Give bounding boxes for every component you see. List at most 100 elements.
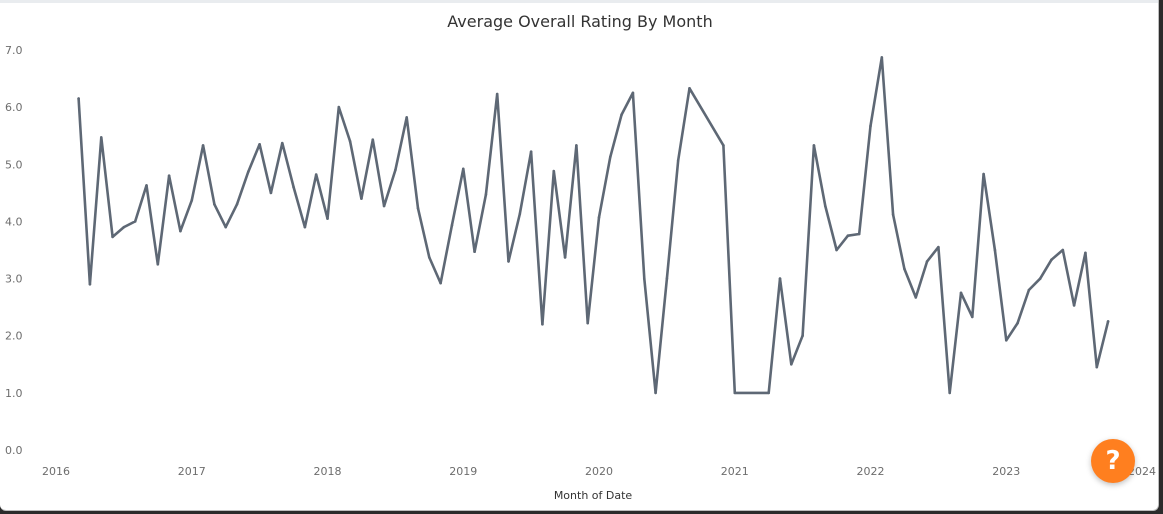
top-border (0, 0, 1158, 3)
data-point[interactable] (1084, 251, 1087, 255)
y-axis: 0.0 1.0 2.0 3.0 4.0 5.0 6.0 7.0 (5, 44, 23, 457)
data-point[interactable] (145, 184, 148, 187)
data-point[interactable] (1072, 304, 1076, 307)
data-point[interactable] (778, 277, 782, 280)
data-point[interactable] (507, 260, 510, 263)
data-point[interactable] (133, 220, 137, 223)
data-point[interactable] (382, 204, 386, 208)
data-point[interactable] (676, 158, 680, 162)
data-point[interactable] (620, 113, 623, 116)
data-point[interactable] (1061, 248, 1065, 252)
data-point[interactable] (371, 138, 375, 142)
data-point[interactable] (326, 217, 329, 220)
data-point[interactable] (201, 144, 205, 147)
data-point[interactable] (473, 250, 476, 254)
data-point[interactable] (360, 197, 363, 200)
data-point[interactable] (461, 167, 465, 171)
data-point[interactable] (213, 202, 216, 206)
data-point[interactable] (518, 212, 522, 216)
data-point[interactable] (733, 391, 737, 395)
data-point[interactable] (835, 248, 838, 252)
data-point[interactable] (857, 232, 861, 236)
data-point[interactable] (869, 124, 872, 128)
data-point[interactable] (948, 391, 951, 395)
data-point[interactable] (1038, 277, 1042, 280)
data-point[interactable] (812, 144, 816, 147)
data-point[interactable] (314, 173, 318, 176)
data-point[interactable] (563, 256, 567, 259)
data-point[interactable] (179, 229, 182, 233)
data-point[interactable] (348, 140, 352, 143)
data-point[interactable] (269, 191, 273, 195)
data-point[interactable] (167, 174, 171, 178)
data-point[interactable] (609, 155, 612, 159)
data-point[interactable] (541, 322, 544, 326)
data-point[interactable] (790, 362, 793, 366)
data-point[interactable] (654, 391, 657, 395)
data-point[interactable] (801, 334, 804, 338)
y-tick-label: 7.0 (5, 44, 23, 57)
data-point[interactable] (1004, 338, 1008, 342)
data-point[interactable] (77, 97, 80, 100)
x-tick-label: 2020 (585, 465, 613, 478)
data-point[interactable] (416, 206, 420, 210)
series-layer (77, 56, 1110, 395)
data-point[interactable] (586, 321, 589, 325)
data-point[interactable] (122, 225, 126, 229)
data-point[interactable] (914, 296, 918, 299)
data-point[interactable] (337, 105, 341, 109)
data-point[interactable] (156, 262, 160, 266)
data-point[interactable] (982, 172, 985, 176)
data-point[interactable] (880, 56, 884, 59)
x-tick-label: 2016 (42, 465, 70, 478)
data-point[interactable] (235, 202, 239, 206)
data-point[interactable] (394, 168, 397, 172)
x-tick-label: 2019 (449, 465, 477, 478)
data-point[interactable] (258, 142, 261, 146)
data-point[interactable] (428, 256, 431, 259)
data-point[interactable] (111, 235, 114, 239)
data-point[interactable] (292, 185, 295, 189)
data-point[interactable] (642, 277, 646, 280)
data-point[interactable] (971, 315, 974, 319)
data-point[interactable] (1106, 320, 1110, 323)
data-point[interactable] (1016, 321, 1019, 325)
data-point[interactable] (450, 224, 454, 227)
data-point[interactable] (88, 282, 92, 286)
data-point[interactable] (959, 291, 963, 295)
data-point[interactable] (224, 225, 227, 229)
data-point[interactable] (552, 169, 556, 173)
data-point[interactable] (575, 144, 578, 147)
data-point[interactable] (891, 213, 895, 216)
data-point[interactable] (903, 267, 906, 271)
data-point[interactable] (529, 150, 533, 154)
data-point[interactable] (823, 204, 827, 208)
data-point[interactable] (247, 170, 250, 174)
data-point[interactable] (1050, 258, 1053, 262)
data-point[interactable] (925, 260, 929, 263)
series-line (77, 56, 1110, 395)
question-icon: ? (1105, 446, 1121, 476)
data-point[interactable] (484, 193, 488, 196)
help-button[interactable]: ? (1091, 439, 1135, 483)
data-point[interactable] (937, 245, 940, 249)
data-point[interactable] (1095, 365, 1099, 369)
data-point[interactable] (439, 281, 442, 285)
data-point[interactable] (722, 144, 725, 147)
data-point[interactable] (631, 91, 635, 95)
data-point[interactable] (597, 216, 601, 219)
data-point[interactable] (688, 86, 691, 90)
data-point[interactable] (495, 92, 499, 96)
data-point[interactable] (993, 248, 997, 252)
data-point[interactable] (303, 225, 307, 229)
data-point[interactable] (1027, 288, 1031, 292)
data-point[interactable] (767, 391, 770, 395)
data-point[interactable] (405, 116, 408, 119)
data-point[interactable] (665, 277, 669, 280)
data-point[interactable] (846, 234, 850, 238)
data-point[interactable] (280, 141, 284, 145)
y-tick-label: 5.0 (5, 158, 23, 171)
data-point[interactable] (190, 198, 194, 202)
data-point[interactable] (99, 136, 103, 139)
x-axis-label: Month of Date (554, 489, 633, 502)
